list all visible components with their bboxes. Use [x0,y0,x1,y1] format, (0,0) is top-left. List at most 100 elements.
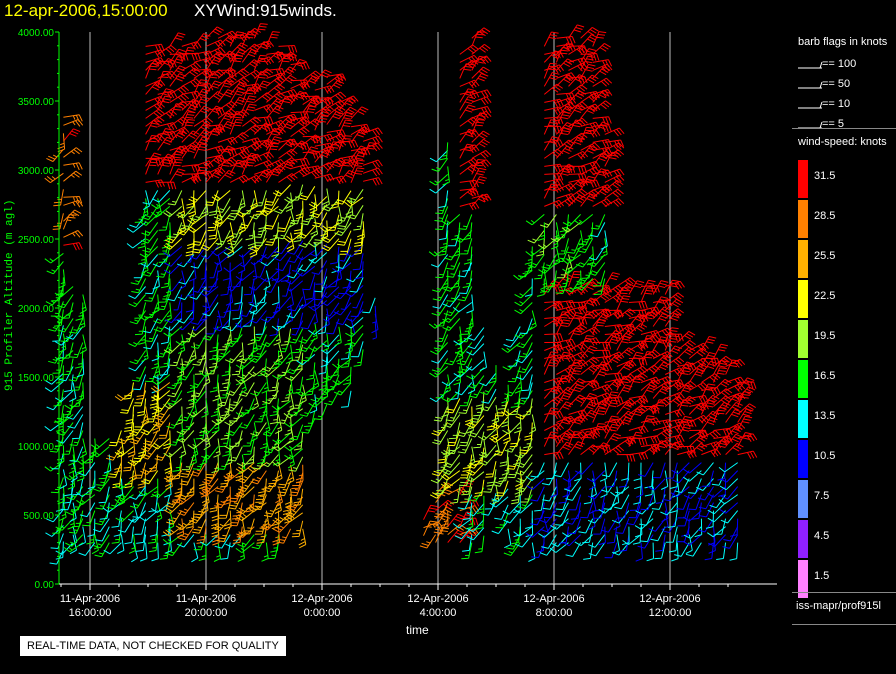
wind-barb [652,397,673,407]
wind-barb [195,422,207,440]
wind-barb [217,120,235,135]
wind-barb [64,374,74,393]
wind-barb [179,438,187,459]
wind-barb [152,270,160,290]
wind-barb [326,374,340,391]
wind-barb [290,167,310,178]
wind-barb [466,503,485,517]
wind-barb [254,116,274,125]
wind-barb [213,206,231,220]
wind-barb [616,436,637,445]
wind-barb [222,438,231,457]
wind-barb [117,430,134,445]
wind-barb [432,294,449,309]
wind-barb [193,166,207,183]
wind-barb [284,416,293,436]
wind-barb [574,462,582,482]
wind-barb [317,316,328,335]
wind-barb [514,302,533,315]
wind-barb [234,286,243,305]
wind-barb [125,406,134,425]
wind-barb [451,270,461,289]
wind-barb [103,454,112,474]
wind-barb [661,510,669,531]
wind-barb [249,350,267,363]
wind-barb [544,451,564,460]
wind-barb [187,230,195,250]
wind-barb [302,75,320,89]
wind-barb [200,262,207,280]
wind-barb [165,542,183,557]
wind-barb [284,448,304,460]
wind-barb [283,232,303,243]
wind-barb [568,90,587,103]
wind-barb [515,366,533,380]
wind-barb [445,398,461,414]
wind-barb [540,214,557,228]
wind-barb [169,100,189,111]
wind-barb [350,167,365,183]
wind-barb [333,302,352,316]
wind-barb [725,422,746,432]
wind-barb [313,228,328,244]
wind-barb [719,478,739,491]
wind-barb [518,342,533,358]
wind-barb [145,119,161,135]
wind-barb [556,105,574,119]
wind-barb [582,526,594,544]
wind-barb [664,312,682,327]
wind-barb [542,494,557,510]
wind-barb [285,376,294,396]
wind-barb [606,526,618,544]
wind-barb [193,160,214,170]
wind-barb [274,240,292,255]
wind-barb [94,542,110,558]
wind-barb [230,32,250,42]
wind-barb [211,414,220,434]
wind-barb [691,502,702,520]
wind-barb [178,366,195,381]
wind-barb [676,424,693,439]
wind-barb [511,486,521,505]
wind-barb [459,54,480,64]
wind-barb [162,526,183,537]
wind-barb [229,31,245,47]
wind-barb [557,238,569,255]
wind-barb [66,406,84,420]
wind-barb [290,79,310,88]
wind-barb [527,230,545,244]
wind-barb [299,384,307,405]
y-axis-label: 915 Profiler Altitude (m agl) [4,200,16,391]
wind-barb [254,406,267,423]
wind-barb [265,31,280,47]
wind-barb [442,294,461,308]
wind-barb [163,246,183,258]
wind-barb [206,318,219,335]
wind-barb [592,77,613,87]
wind-barb [701,357,720,366]
wind-barb [616,454,636,462]
wind-barb [62,358,74,376]
wind-barb [208,198,219,216]
wind-barb [592,384,613,393]
wind-barb [561,254,581,265]
wind-barb [516,478,533,493]
wind-barb [725,376,746,386]
wind-barb [543,72,560,87]
wind-barb [140,422,159,436]
wind-barb [148,454,159,473]
wind-barb [263,502,279,518]
wind-barb [580,175,596,191]
wind-barb [257,286,267,304]
wind-barb [568,312,584,327]
wind-barb [467,327,485,341]
wind-barb [713,440,729,455]
wind-barb [237,470,255,484]
wind-barb [254,168,275,178]
wind-barb [169,168,186,183]
wind-barb [196,526,207,544]
wind-barb [429,174,449,186]
wind-barb [459,201,480,211]
wind-barb [447,529,465,543]
wind-barb [568,394,587,407]
